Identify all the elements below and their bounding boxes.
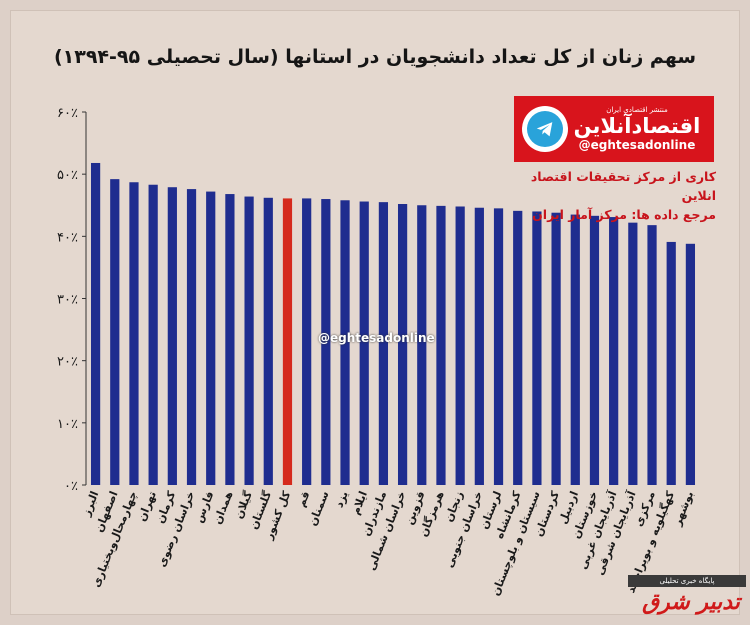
bar: [378, 202, 389, 485]
bar: [532, 211, 542, 485]
bar: [321, 199, 331, 486]
bar: [244, 196, 254, 485]
brand-name: اقتصادآنلاین: [573, 114, 701, 138]
bar: [685, 243, 696, 485]
source-note: کاری از مرکز تحقیقات اقتصاد انلاین مرجع …: [504, 167, 716, 224]
bar: [90, 162, 101, 485]
y-tick-label: ۴۰٪: [57, 230, 78, 245]
x-axis-labels: البرزاصفهانچهارمحال‌وبختیاریتهرانکرمانخر…: [79, 489, 696, 598]
bar: [148, 184, 158, 486]
telegram-icon: [522, 106, 568, 152]
y-tick-label: ۳۰٪: [57, 293, 78, 308]
source-line-2: مرجع داده ها: مرکز آمار ایران: [532, 207, 716, 222]
bar: [167, 187, 177, 485]
bar: [302, 198, 312, 485]
bar: [589, 215, 600, 485]
bar: [397, 204, 408, 486]
bar: [263, 197, 273, 486]
y-tick-label: ۱۰٪: [57, 417, 78, 432]
bar: [340, 200, 350, 485]
brand-handle: @eghtesadonline: [578, 138, 696, 152]
bar: [282, 198, 293, 485]
source-line-1: کاری از مرکز تحقیقات اقتصاد انلاین: [530, 169, 716, 203]
bar: [513, 210, 523, 485]
bars: [90, 162, 696, 486]
bar: [666, 241, 676, 485]
y-tick-label: ۲۰٪: [57, 355, 78, 370]
bar: [647, 225, 657, 486]
bar: [609, 217, 619, 486]
bar: [474, 207, 484, 485]
bar: [551, 212, 561, 485]
y-tick-label: ۶۰٪: [57, 106, 78, 121]
bar: [110, 179, 120, 485]
bar: [493, 208, 504, 485]
y-tick-label: ۵۰٪: [57, 168, 78, 183]
bar: [206, 191, 216, 485]
x-tick-label: قم: [294, 489, 312, 509]
bar: [455, 206, 465, 485]
bar: [417, 205, 427, 485]
corner-logo: تدبیر شرق: [642, 590, 740, 615]
chart-title: سهم زنان از کل تعداد دانشجویان در استانه…: [53, 46, 697, 68]
brand-tagline: منتشر اقتصادی ایران: [606, 106, 668, 114]
brand-logo: منتشر اقتصادی ایران اقتصادآنلاین @eghtes…: [514, 96, 714, 162]
bar: [225, 194, 235, 485]
y-tick-label: ۰٪: [64, 479, 78, 494]
bar: [359, 201, 369, 485]
bar: [186, 189, 197, 485]
bar: [628, 222, 638, 485]
y-axis: ۰٪ ۱۰٪ ۲۰٪ ۳۰٪ ۴۰٪ ۵۰٪ ۶۰٪: [57, 106, 87, 494]
watermark: @eghtesadonline: [318, 331, 435, 345]
bar: [570, 214, 580, 485]
bar: [436, 205, 446, 485]
x-tick-label: یزد: [333, 489, 351, 509]
bar: [129, 182, 139, 485]
corner-badge: پایگاه خبری تحلیلی: [628, 575, 746, 587]
